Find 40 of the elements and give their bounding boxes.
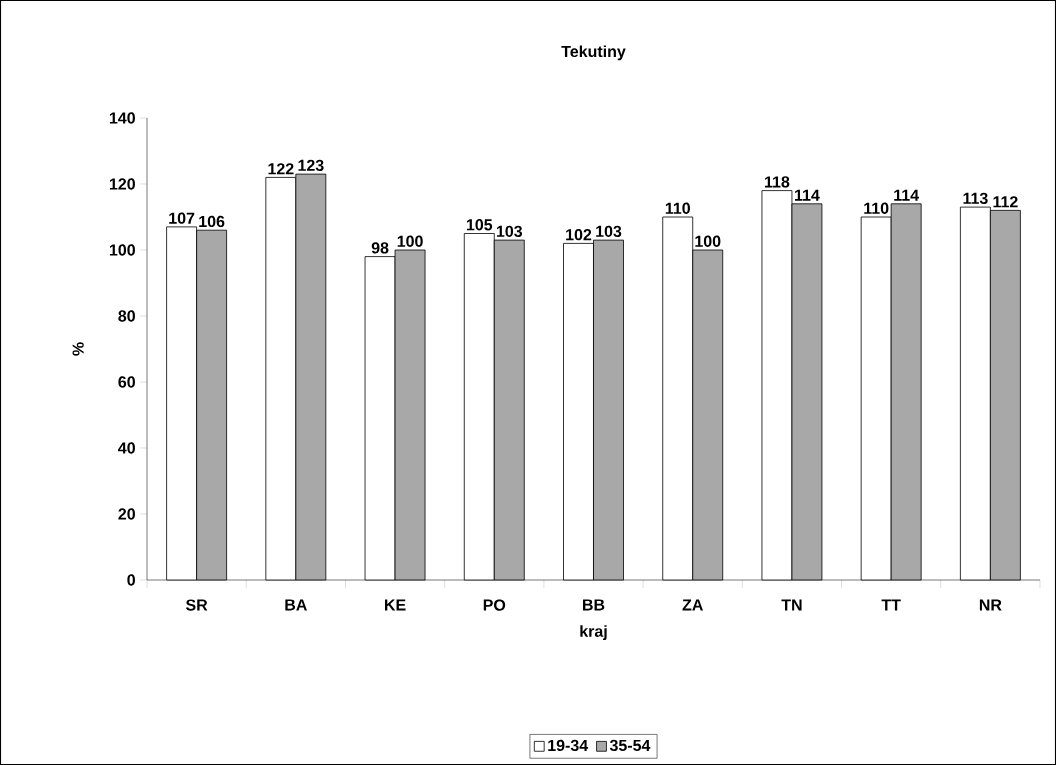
y-tick-label: 80 (118, 310, 135, 322)
data-label: 114 (795, 189, 820, 201)
x-tick-label: PO (483, 599, 506, 611)
data-label: 103 (596, 225, 622, 238)
x-tick-label: NR (979, 599, 1002, 611)
data-label: 123 (298, 159, 324, 172)
y-tick-label: 100 (109, 244, 135, 256)
y-tick-label: 0 (127, 574, 135, 586)
x-tick-label: BB (583, 599, 605, 611)
x-axis-title: kraj (580, 625, 607, 641)
data-label: 103 (496, 225, 523, 238)
y-tick-label: 120 (109, 178, 135, 190)
data-label: 100 (695, 235, 721, 247)
data-label: 122 (268, 163, 294, 175)
y-tick-label: 140 (109, 112, 135, 124)
data-label: 110 (864, 202, 889, 214)
x-tick-label: KE (385, 599, 406, 611)
y-tick-label: 20 (118, 508, 135, 520)
y-tick-label: 60 (118, 376, 135, 388)
x-tick-label: TN (781, 599, 802, 611)
data-label: 106 (199, 215, 225, 228)
chart-title: Tekutiny (561, 45, 626, 61)
data-label: 105 (466, 219, 493, 231)
legend-label: 19-34 (548, 739, 589, 752)
x-tick-label: SR (185, 599, 208, 611)
legend-label: 35-54 (609, 739, 651, 752)
data-label: 107 (169, 212, 195, 224)
data-label: 102 (566, 229, 592, 241)
x-tick-label: TT (881, 599, 901, 611)
data-label: 118 (765, 176, 790, 188)
x-tick-label: BA (285, 599, 307, 611)
y-tick-label: 40 (118, 442, 135, 454)
x-tick-label: ZA (682, 599, 703, 611)
data-label: 100 (397, 235, 423, 247)
y-axis-title: % (72, 342, 84, 356)
data-label: 110 (665, 202, 690, 214)
data-label: 113 (963, 192, 988, 205)
data-label: 98 (371, 242, 389, 254)
data-label: 112 (993, 196, 1018, 208)
data-label: 114 (894, 189, 919, 201)
